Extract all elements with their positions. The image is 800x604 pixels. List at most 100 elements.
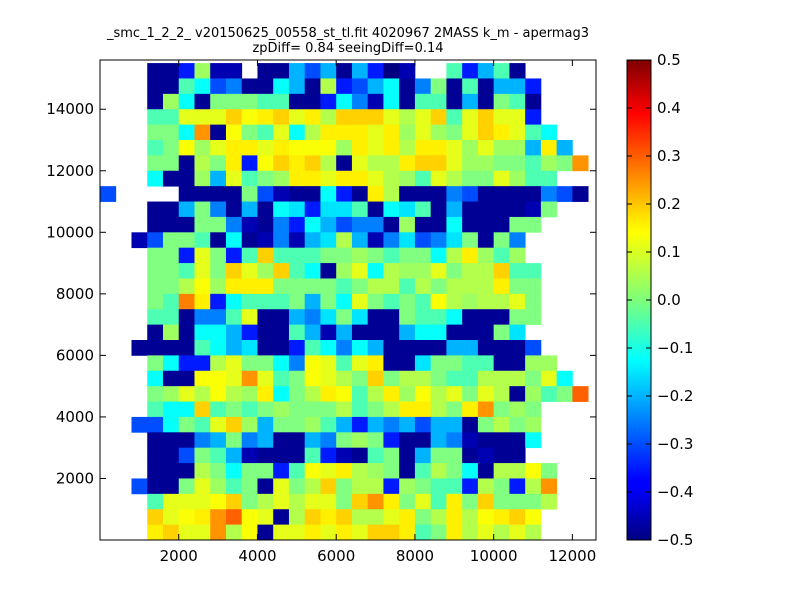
heatmap-cell [241, 263, 258, 279]
heatmap-cell [336, 293, 353, 310]
heatmap-cell [336, 463, 353, 479]
heatmap-cell [399, 232, 416, 249]
heatmap-cell [273, 293, 290, 310]
heatmap-cell [147, 401, 164, 418]
heatmap-cell [477, 170, 495, 187]
heatmap-cell [556, 155, 573, 172]
heatmap-cell [351, 109, 369, 126]
heatmap-cell [399, 140, 416, 156]
x-tick-label: 12000 [549, 547, 597, 565]
heatmap-cell [462, 340, 479, 356]
heatmap-cell [225, 155, 243, 172]
heatmap-cell [540, 493, 558, 510]
heatmap-cell [383, 524, 400, 541]
heatmap-cell [194, 63, 211, 79]
heatmap-cell [462, 232, 479, 249]
heatmap-cell [162, 340, 180, 356]
heatmap-cell [257, 509, 274, 526]
heatmap-cell [462, 201, 479, 218]
heatmap-cell [399, 201, 416, 218]
heatmap-cell [525, 370, 542, 387]
heatmap-cell [288, 340, 306, 356]
heatmap-cell [147, 155, 164, 172]
y-tick-label: 6000 [56, 346, 94, 364]
heatmap-cell [367, 493, 384, 510]
heatmap-cell [477, 355, 495, 372]
heatmap-cell [430, 386, 447, 402]
colorbar-tick-label: −0.5 [657, 531, 693, 549]
heatmap-cell [477, 401, 495, 418]
heatmap-cell [162, 509, 180, 526]
heatmap-cell [210, 63, 227, 79]
heatmap-cell [273, 155, 290, 172]
heatmap-cell [414, 170, 432, 187]
heatmap-cell [430, 293, 447, 310]
heatmap-cell [383, 78, 400, 95]
heatmap-cell [147, 370, 164, 387]
heatmap-cell [477, 478, 495, 495]
heatmap-cell [288, 124, 306, 141]
y-tick-label: 14000 [46, 100, 94, 118]
heatmap-cell [320, 186, 337, 202]
heatmap-cell [477, 524, 495, 541]
heatmap-cell [241, 524, 258, 541]
heatmap-cell [194, 78, 211, 95]
heatmap-cell [430, 432, 447, 449]
heatmap-cell [446, 355, 463, 372]
heatmap-cell [210, 109, 227, 126]
heatmap-cell [414, 247, 432, 264]
heatmap-cell [399, 263, 416, 279]
heatmap-cell [525, 216, 542, 233]
heatmap-cell [493, 401, 510, 418]
heatmap-cell [273, 509, 290, 526]
heatmap-cell [414, 309, 432, 326]
heatmap-cell [336, 278, 353, 295]
heatmap-cell [257, 93, 274, 110]
heatmap-cell [351, 386, 369, 402]
heatmap-cell [288, 263, 306, 279]
heatmap-cell [367, 263, 384, 279]
heatmap-cell [225, 293, 243, 310]
heatmap-cell [383, 493, 400, 510]
x-tick-label: 4000 [238, 547, 276, 565]
heatmap-cell [399, 186, 416, 202]
heatmap-cell [320, 124, 337, 141]
heatmap-cell [178, 432, 195, 449]
heatmap-cell [273, 124, 290, 141]
heatmap-cell [273, 447, 290, 464]
heatmap-cell [273, 278, 290, 295]
heatmap-cell [414, 293, 432, 310]
heatmap-cell [162, 201, 180, 218]
heatmap-cell [210, 524, 227, 541]
heatmap-cell [336, 232, 353, 249]
heatmap-cell [273, 355, 290, 372]
colorbar-tick-label: −0.4 [657, 483, 693, 501]
heatmap-cell [446, 155, 463, 172]
heatmap-cell [194, 201, 211, 218]
heatmap-cell [225, 493, 243, 510]
heatmap-cell [257, 524, 274, 541]
heatmap-cell [351, 509, 369, 526]
heatmap-cell [288, 247, 306, 264]
heatmap-cell [336, 478, 353, 495]
heatmap-cell [367, 232, 384, 249]
heatmap-cell [288, 63, 306, 79]
heatmap-cell [399, 463, 416, 479]
heatmap-cell [399, 370, 416, 387]
heatmap-cell [257, 432, 274, 449]
heatmap-cell [241, 278, 258, 295]
heatmap-cell [320, 324, 337, 341]
heatmap-cell [273, 370, 290, 387]
heatmap-cell [493, 78, 510, 95]
heatmap-cell [477, 140, 495, 156]
heatmap-cell [367, 109, 384, 126]
heatmap-cell [257, 186, 274, 202]
heatmap-cell [383, 355, 400, 372]
heatmap-cell [178, 78, 195, 95]
heatmap-cell [477, 186, 495, 202]
heatmap-cell [257, 124, 274, 141]
heatmap-cell [194, 340, 211, 356]
heatmap-cell [367, 401, 384, 418]
heatmap-cell [399, 216, 416, 233]
heatmap-cell [367, 140, 384, 156]
